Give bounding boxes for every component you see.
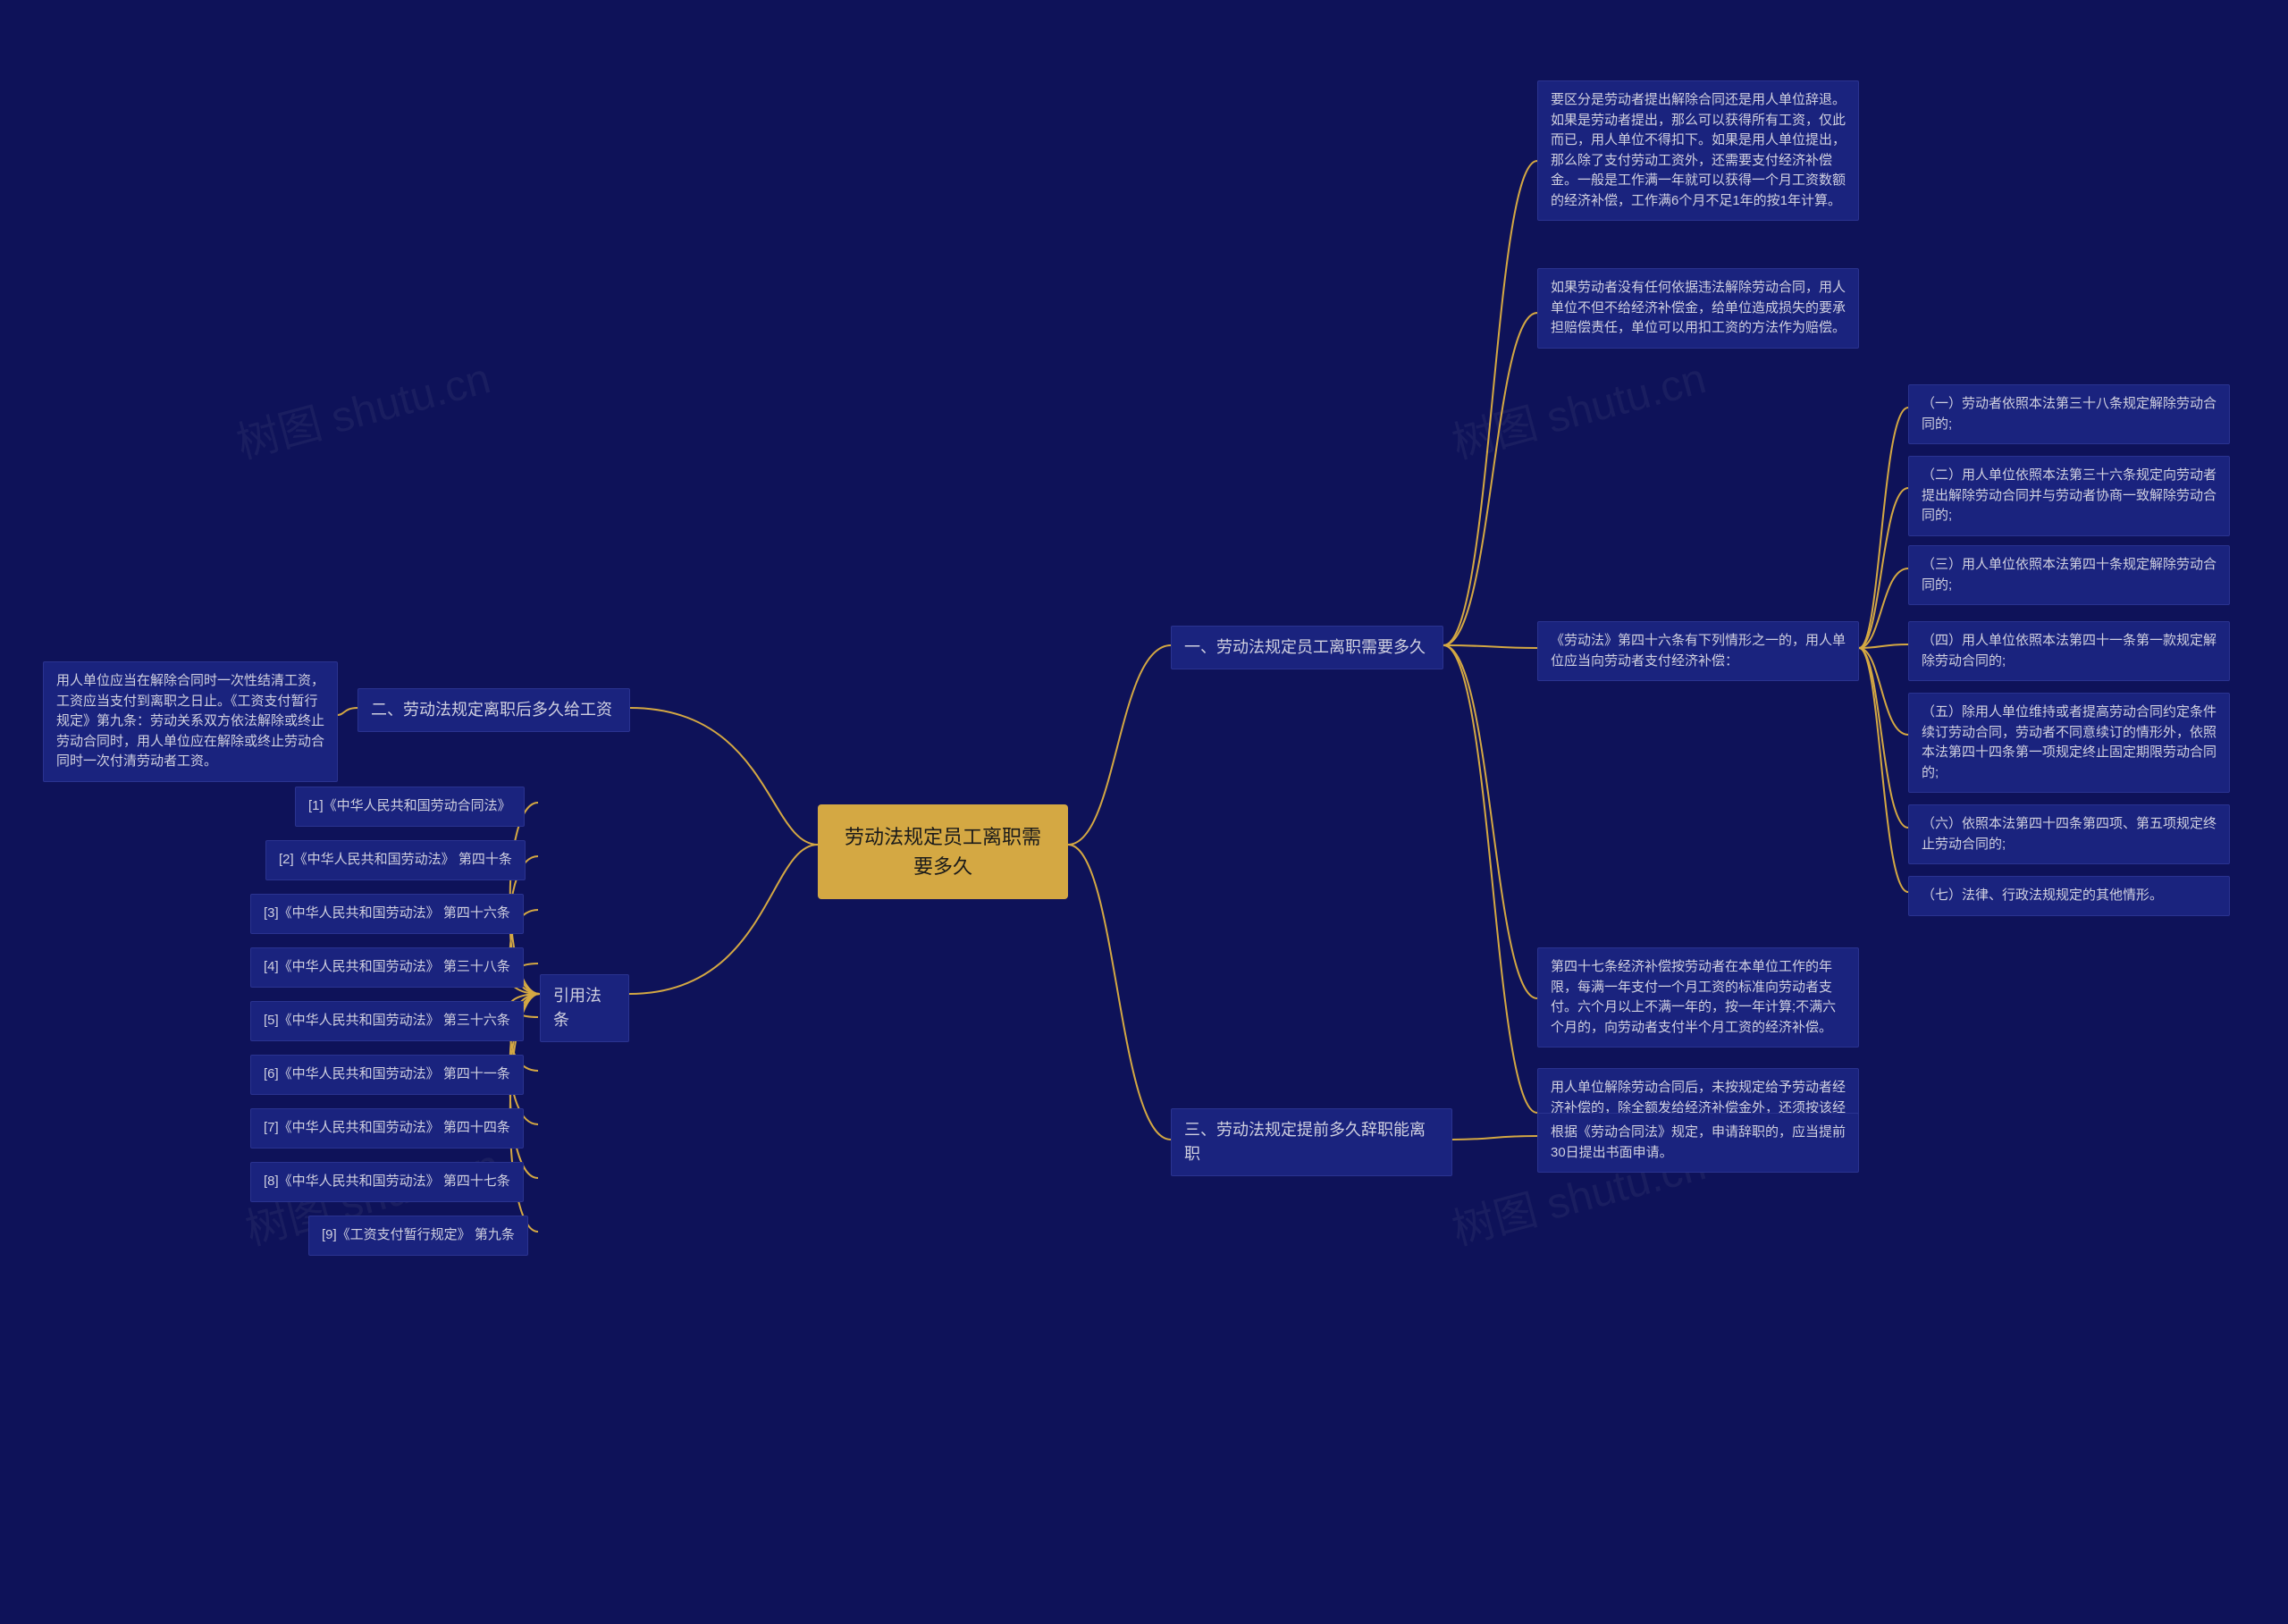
- ref-3[interactable]: [3]《中华人民共和国劳动法》 第四十六条: [250, 894, 524, 934]
- s1c-item-7[interactable]: （七）法律、行政法规规定的其他情形。: [1908, 876, 2230, 916]
- ref-2[interactable]: [2]《中华人民共和国劳动法》 第四十条: [265, 840, 526, 880]
- ref-7[interactable]: [7]《中华人民共和国劳动法》 第四十四条: [250, 1108, 524, 1149]
- ref-6[interactable]: [6]《中华人民共和国劳动法》 第四十一条: [250, 1055, 524, 1095]
- ref-4[interactable]: [4]《中华人民共和国劳动法》 第三十八条: [250, 947, 524, 988]
- s1-note-d[interactable]: 第四十七条经济补偿按劳动者在本单位工作的年限，每满一年支付一个月工资的标准向劳动…: [1537, 947, 1859, 1048]
- s1-note-b[interactable]: 如果劳动者没有任何依据违法解除劳动合同，用人单位不但不给经济补偿金，给单位造成损…: [1537, 268, 1859, 349]
- s2-note-a[interactable]: 用人单位应当在解除合同时一次性结清工资，工资应当支付到离职之日止。《工资支付暂行…: [43, 661, 338, 782]
- s1-note-c[interactable]: 《劳动法》第四十六条有下列情形之一的，用人单位应当向劳动者支付经济补偿：: [1537, 621, 1859, 681]
- root-node[interactable]: 劳动法规定员工离职需要多久: [818, 804, 1068, 899]
- s1c-item-1[interactable]: （一）劳动者依照本法第三十八条规定解除劳动合同的;: [1908, 384, 2230, 444]
- s1c-item-2[interactable]: （二）用人单位依照本法第三十六条规定向劳动者提出解除劳动合同并与劳动者协商一致解…: [1908, 456, 2230, 536]
- s1c-item-3[interactable]: （三）用人单位依照本法第四十条规定解除劳动合同的;: [1908, 545, 2230, 605]
- s1-note-a[interactable]: 要区分是劳动者提出解除合同还是用人单位辞退。如果是劳动者提出，那么可以获得所有工…: [1537, 80, 1859, 221]
- branch-2[interactable]: 二、劳动法规定离职后多久给工资: [358, 688, 630, 732]
- branch-3[interactable]: 三、劳动法规定提前多久辞职能离职: [1171, 1108, 1452, 1176]
- s3-note-a[interactable]: 根据《劳动合同法》规定，申请辞职的，应当提前30日提出书面申请。: [1537, 1113, 1859, 1173]
- ref-8[interactable]: [8]《中华人民共和国劳动法》 第四十七条: [250, 1162, 524, 1202]
- s1c-item-6[interactable]: （六）依照本法第四十四条第四项、第五项规定终止劳动合同的;: [1908, 804, 2230, 864]
- s1c-item-5[interactable]: （五）除用人单位维持或者提高劳动合同约定条件续订劳动合同，劳动者不同意续订的情形…: [1908, 693, 2230, 793]
- watermark: 树图 shutu.cn: [229, 343, 496, 471]
- ref-9[interactable]: [9]《工资支付暂行规定》 第九条: [308, 1216, 528, 1256]
- s1c-item-4[interactable]: （四）用人单位依照本法第四十一条第一款规定解除劳动合同的;: [1908, 621, 2230, 681]
- branch-4[interactable]: 引用法条: [540, 974, 629, 1042]
- ref-5[interactable]: [5]《中华人民共和国劳动法》 第三十六条: [250, 1001, 524, 1041]
- watermark: 树图 shutu.cn: [1444, 343, 1712, 471]
- ref-1[interactable]: [1]《中华人民共和国劳动合同法》: [295, 787, 525, 827]
- branch-1[interactable]: 一、劳动法规定员工离职需要多久: [1171, 626, 1443, 669]
